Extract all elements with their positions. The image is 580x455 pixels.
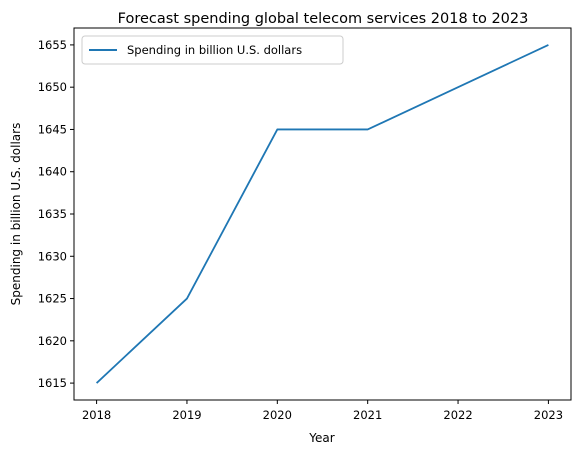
x-axis: 2018 2019 2020 2021 2022 2023 bbox=[82, 400, 563, 422]
y-tick-label: 1635 bbox=[38, 207, 67, 221]
series-layer bbox=[95, 44, 549, 384]
y-tick-label: 1625 bbox=[38, 292, 67, 306]
x-axis-label: Year bbox=[308, 431, 334, 445]
plot-area bbox=[73, 27, 572, 401]
chart-title: Forecast spending global telecom service… bbox=[118, 11, 529, 27]
y-tick-label: 1645 bbox=[38, 122, 67, 136]
legend-box bbox=[81, 35, 344, 65]
x-tick-label: 2018 bbox=[82, 408, 111, 422]
legend-label: Spending in billion U.S. dollars bbox=[127, 43, 302, 57]
y-tick-label: 1630 bbox=[38, 249, 67, 263]
y-tick-label: 1620 bbox=[38, 334, 67, 348]
y-axis: 1615 1620 1625 1630 1635 1640 1645 1650 1655 bbox=[38, 38, 74, 390]
x-tick-label: 2020 bbox=[263, 408, 292, 422]
x-tick-label: 2023 bbox=[534, 408, 563, 422]
y-tick-label: 1615 bbox=[38, 376, 67, 390]
y-tick-label: 1650 bbox=[38, 80, 67, 94]
x-tick-label: 2021 bbox=[353, 408, 382, 422]
y-axis-label: Spending in billion U.S. dollars bbox=[9, 123, 23, 306]
y-tick-label: 1640 bbox=[38, 165, 67, 179]
x-tick-label: 2019 bbox=[172, 408, 201, 422]
x-tick-label: 2022 bbox=[443, 408, 472, 422]
y-tick-label: 1655 bbox=[38, 38, 67, 52]
series-line bbox=[95, 44, 549, 384]
legend: Spending in billion U.S. dollars bbox=[81, 35, 344, 65]
